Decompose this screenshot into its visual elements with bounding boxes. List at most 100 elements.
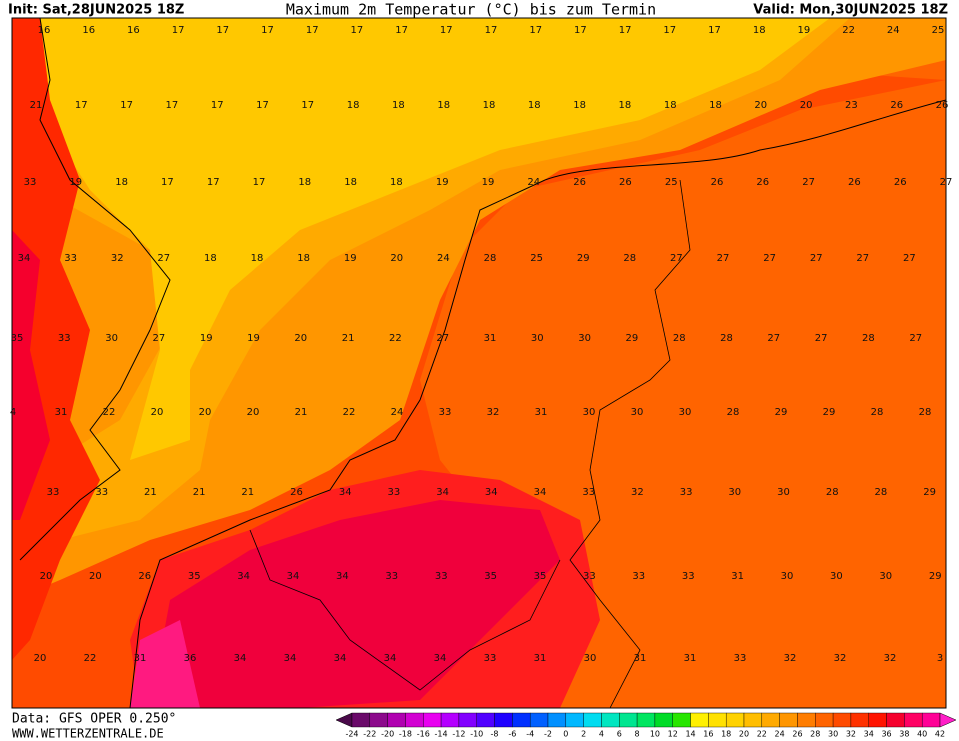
temperature-label: 32 — [631, 487, 644, 498]
temperature-label: 27 — [436, 333, 449, 344]
temperature-label: 17 — [306, 25, 319, 36]
temperature-label: 17 — [351, 25, 364, 36]
temperature-label: 20 — [800, 100, 813, 111]
temperature-label: 20 — [199, 407, 212, 418]
temperature-label: 22 — [389, 333, 402, 344]
valid-time: Valid: Mon,30JUN2025 18Z — [753, 3, 948, 18]
temperature-label: 28 — [862, 333, 875, 344]
temperature-label: 17 — [708, 25, 721, 36]
temperature-label: 28 — [826, 487, 839, 498]
field-crimson-south — [150, 500, 560, 708]
legend-swatch — [868, 712, 887, 728]
temperature-label: 32 — [834, 653, 847, 664]
legend-swatch — [512, 712, 531, 728]
temperature-label: 30 — [631, 407, 644, 418]
temperature-label: 26 — [756, 177, 769, 188]
temperature-label: 31 — [634, 653, 647, 664]
field-orange — [12, 18, 946, 708]
temperature-label: 18 — [204, 253, 217, 264]
legend-swatch — [583, 712, 602, 728]
temperature-label: 27 — [903, 253, 916, 264]
temperature-label: 30 — [777, 487, 790, 498]
temperature-label: 30 — [578, 333, 591, 344]
temperature-label: 17 — [485, 25, 498, 36]
legend-swatch — [494, 712, 513, 728]
temperature-label: 17 — [619, 25, 632, 36]
temperature-label: 22 — [343, 407, 356, 418]
legend-label: -12 — [452, 730, 465, 739]
temperature-label: 17 — [172, 25, 185, 36]
coastline-britain — [19, 18, 171, 561]
temperature-label: 18 — [483, 100, 496, 111]
temperature-label: 33 — [435, 571, 448, 582]
legend-label: -24 — [345, 730, 358, 739]
temperature-label: 26 — [936, 100, 949, 111]
temperature-label: 29 — [823, 407, 836, 418]
temperature-label: 33 — [582, 487, 595, 498]
temperature-label: 22 — [84, 653, 97, 664]
temperature-label: 27 — [909, 333, 922, 344]
field-crimson-west — [12, 230, 50, 520]
temperature-label: 29 — [775, 407, 788, 418]
temperature-label: 28 — [720, 333, 733, 344]
legend-label: -22 — [363, 730, 376, 739]
temperature-label: 30 — [781, 571, 794, 582]
temperature-label: 21 — [342, 333, 355, 344]
legend-label: 20 — [739, 730, 749, 739]
temperature-label: 23 — [845, 100, 858, 111]
legend-swatch — [797, 712, 816, 728]
temperature-label: 20 — [390, 253, 403, 264]
legend-label: 4 — [599, 730, 604, 739]
map-frame — [11, 17, 947, 709]
temperature-label: 31 — [534, 653, 547, 664]
temperature-label: 19 — [482, 177, 495, 188]
legend-swatch — [440, 712, 460, 728]
legend-label: 40 — [917, 730, 927, 739]
temperature-label: 18 — [298, 177, 311, 188]
temperature-label: 26 — [573, 177, 586, 188]
legend-label: 6 — [617, 730, 622, 739]
temperature-label: 16 — [38, 25, 51, 36]
temperature-label: 17 — [120, 100, 133, 111]
temperature-label: 17 — [663, 25, 676, 36]
temperature-label: 32 — [784, 653, 797, 664]
legend-label: -14 — [435, 730, 448, 739]
temperature-label: 33 — [439, 407, 452, 418]
temperature-label: 35 — [188, 571, 201, 582]
legend-swatch — [619, 712, 638, 728]
legend-label: 2 — [581, 730, 586, 739]
temperature-label: 32 — [111, 253, 124, 264]
temperature-label: 24 — [887, 25, 900, 36]
temperature-label: 32 — [487, 407, 500, 418]
temperature-field — [12, 18, 946, 708]
temperature-label: 17 — [75, 100, 88, 111]
temperature-label: 27 — [670, 253, 683, 264]
temperature-label: 29 — [577, 253, 590, 264]
temperature-label: 30 — [728, 487, 741, 498]
temperature-label: 33 — [95, 487, 108, 498]
temperature-label: 18 — [115, 177, 128, 188]
field-yellow — [40, 18, 830, 460]
legend-swatch — [458, 712, 477, 728]
temperature-label: 17 — [216, 25, 229, 36]
legend-swatch — [636, 712, 656, 728]
temperature-label: 17 — [261, 25, 274, 36]
legend-label: 42 — [935, 730, 945, 739]
temperature-label: 28 — [727, 407, 740, 418]
temperature-label: 27 — [940, 177, 953, 188]
temperature-label: 18 — [753, 25, 766, 36]
temperature-label: 20 — [151, 407, 164, 418]
temperature-label: 30 — [584, 653, 597, 664]
temperature-label: 28 — [673, 333, 686, 344]
temperature-label: 29 — [626, 333, 639, 344]
temperature-label: 17 — [301, 100, 314, 111]
temperature-label: 18 — [437, 100, 450, 111]
temperature-label: 34 — [434, 653, 447, 664]
legend-swatch — [405, 712, 424, 728]
temperature-label: 33 — [484, 653, 497, 664]
temperature-label: 27 — [153, 333, 166, 344]
temperature-label: 17 — [211, 100, 224, 111]
temperature-label: 21 — [241, 487, 254, 498]
legend-label: 18 — [721, 730, 731, 739]
temperature-label: 33 — [385, 571, 398, 582]
